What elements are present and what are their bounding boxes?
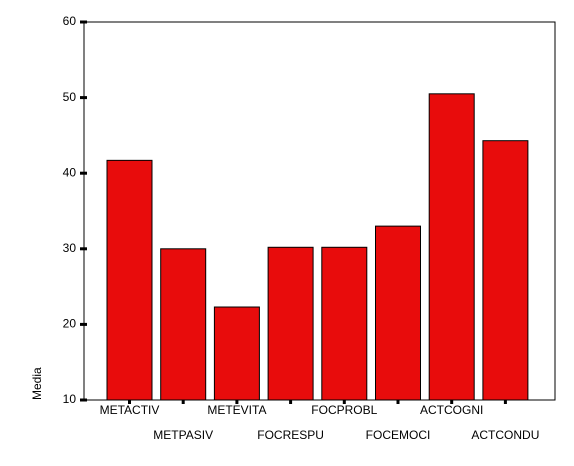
y-tick-label: 50 — [63, 90, 77, 104]
plot-frame — [83, 21, 556, 401]
bar — [482, 140, 529, 401]
y-tick-label: 30 — [63, 241, 77, 255]
x-tick — [128, 400, 131, 404]
x-tick — [235, 400, 239, 404]
bar — [321, 246, 368, 401]
y-tick-label: 40 — [63, 165, 77, 179]
x-tick-label: ACTCONDU — [471, 428, 539, 442]
bar — [213, 306, 260, 401]
x-tick — [181, 400, 185, 404]
x-tick — [342, 400, 346, 404]
y-tick-label: 60 — [63, 14, 77, 28]
x-tick-label: FOCPROBL — [311, 403, 377, 417]
y-tick-label: 20 — [63, 317, 77, 331]
x-tick-label: METACTIV — [100, 403, 160, 417]
bar — [428, 93, 475, 401]
bar — [267, 246, 314, 401]
bar — [375, 225, 421, 401]
x-tick — [450, 400, 454, 404]
x-tick-label: FOCRESPU — [257, 428, 324, 442]
y-tick-label: 10 — [63, 392, 77, 406]
y-axis-label: Media — [30, 367, 44, 400]
x-tick-label: ACTCOGNI — [420, 403, 483, 417]
x-tick-label: METPASIV — [153, 428, 213, 442]
x-tick-label: METEVITA — [207, 403, 266, 417]
bar — [106, 159, 153, 401]
x-tick — [289, 400, 293, 404]
x-tick — [503, 400, 507, 404]
x-tick-label: FOCEMOCI — [366, 428, 431, 442]
x-tick — [396, 400, 400, 404]
bar — [160, 248, 207, 401]
